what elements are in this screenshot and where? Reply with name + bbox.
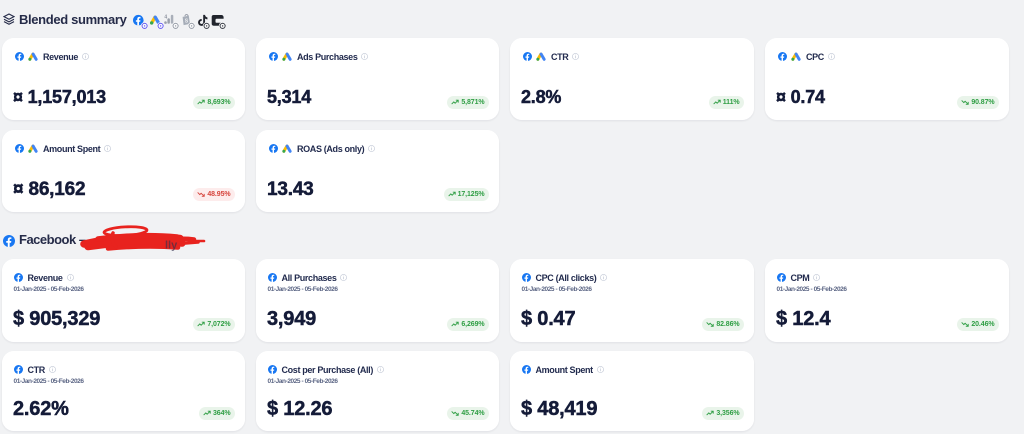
svg-text:S: S [184,18,188,24]
svg-text:lly: lly [165,240,178,252]
svg-text:4: 4 [164,15,167,21]
